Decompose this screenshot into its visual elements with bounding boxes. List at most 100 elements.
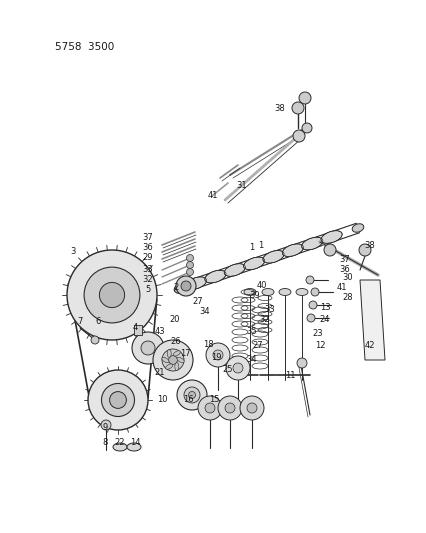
Text: 14: 14	[130, 439, 140, 448]
Circle shape	[188, 392, 195, 399]
Ellipse shape	[113, 443, 127, 451]
Circle shape	[101, 384, 134, 416]
Ellipse shape	[262, 251, 283, 263]
Text: 33: 33	[264, 305, 275, 314]
Circle shape	[132, 332, 164, 364]
Circle shape	[301, 123, 311, 133]
Circle shape	[291, 102, 303, 114]
Text: 15: 15	[208, 395, 219, 405]
Circle shape	[67, 250, 157, 340]
Circle shape	[205, 343, 230, 367]
Ellipse shape	[173, 351, 180, 356]
Circle shape	[233, 363, 242, 373]
Text: 7: 7	[77, 318, 83, 327]
Circle shape	[323, 244, 335, 256]
Text: 10: 10	[156, 395, 167, 405]
Circle shape	[198, 396, 222, 420]
Text: 1: 1	[249, 244, 254, 253]
Circle shape	[88, 370, 148, 430]
Ellipse shape	[204, 270, 225, 283]
Circle shape	[91, 336, 99, 344]
Circle shape	[225, 356, 249, 380]
Text: 33: 33	[142, 265, 153, 274]
Text: 40: 40	[256, 281, 267, 290]
Circle shape	[153, 340, 193, 380]
Ellipse shape	[174, 282, 189, 293]
Text: 6: 6	[95, 318, 101, 327]
Text: 34: 34	[199, 308, 210, 317]
Circle shape	[181, 281, 190, 291]
Text: 3: 3	[70, 247, 75, 256]
Circle shape	[109, 392, 126, 408]
Circle shape	[246, 403, 256, 413]
Ellipse shape	[127, 443, 141, 451]
Circle shape	[184, 387, 199, 403]
Ellipse shape	[301, 237, 322, 250]
Text: 36: 36	[339, 265, 350, 274]
Ellipse shape	[243, 257, 264, 270]
Text: 38: 38	[274, 103, 285, 112]
Text: 4: 4	[132, 324, 137, 333]
Ellipse shape	[167, 350, 171, 358]
Text: 18: 18	[202, 341, 213, 350]
Text: 8: 8	[102, 439, 107, 448]
Circle shape	[305, 276, 313, 284]
Text: 22: 22	[115, 439, 125, 448]
Ellipse shape	[262, 288, 273, 295]
Text: 27: 27	[252, 342, 263, 351]
Text: 32: 32	[142, 276, 153, 285]
Text: 9: 9	[102, 424, 107, 432]
Text: 41: 41	[336, 284, 346, 293]
Text: 36: 36	[142, 244, 153, 253]
Circle shape	[99, 282, 124, 308]
Ellipse shape	[161, 357, 169, 362]
Circle shape	[186, 262, 193, 269]
Circle shape	[204, 403, 215, 413]
Text: 26: 26	[170, 337, 181, 346]
Text: 35: 35	[246, 327, 257, 336]
Text: 1: 1	[258, 241, 263, 251]
Ellipse shape	[295, 288, 307, 295]
Ellipse shape	[243, 288, 256, 295]
Circle shape	[168, 356, 177, 365]
Text: 39: 39	[249, 290, 260, 300]
Bar	[134, 325, 142, 335]
Text: 5758  3500: 5758 3500	[55, 42, 114, 52]
Ellipse shape	[320, 231, 341, 243]
Ellipse shape	[177, 357, 184, 362]
Ellipse shape	[165, 364, 173, 369]
Text: 34: 34	[246, 356, 257, 365]
Ellipse shape	[185, 277, 206, 289]
Ellipse shape	[278, 288, 290, 295]
Text: 5: 5	[145, 286, 150, 295]
Text: 41: 41	[207, 191, 218, 200]
Text: 12: 12	[314, 342, 325, 351]
Text: 23: 23	[312, 329, 322, 338]
Text: 19: 19	[210, 353, 221, 362]
Circle shape	[84, 267, 140, 323]
Circle shape	[177, 380, 207, 410]
Circle shape	[186, 254, 193, 262]
Text: 16: 16	[182, 395, 193, 405]
Text: 28: 28	[342, 294, 352, 303]
Circle shape	[101, 420, 111, 430]
Circle shape	[239, 396, 263, 420]
Circle shape	[161, 349, 184, 371]
Text: 24: 24	[319, 316, 329, 325]
Text: 25: 25	[222, 366, 233, 375]
Text: 20: 20	[170, 316, 180, 325]
Circle shape	[310, 288, 318, 296]
Text: 42: 42	[364, 342, 374, 351]
Circle shape	[176, 276, 196, 296]
Text: 13: 13	[319, 303, 330, 312]
Circle shape	[213, 350, 222, 360]
Text: 17: 17	[179, 350, 190, 359]
Text: 2: 2	[173, 284, 178, 293]
Text: 29: 29	[142, 254, 153, 262]
Text: 21: 21	[154, 368, 165, 377]
Ellipse shape	[351, 224, 363, 232]
Circle shape	[186, 269, 193, 276]
Text: 31: 31	[236, 182, 247, 190]
Circle shape	[298, 92, 310, 104]
Circle shape	[306, 314, 314, 322]
